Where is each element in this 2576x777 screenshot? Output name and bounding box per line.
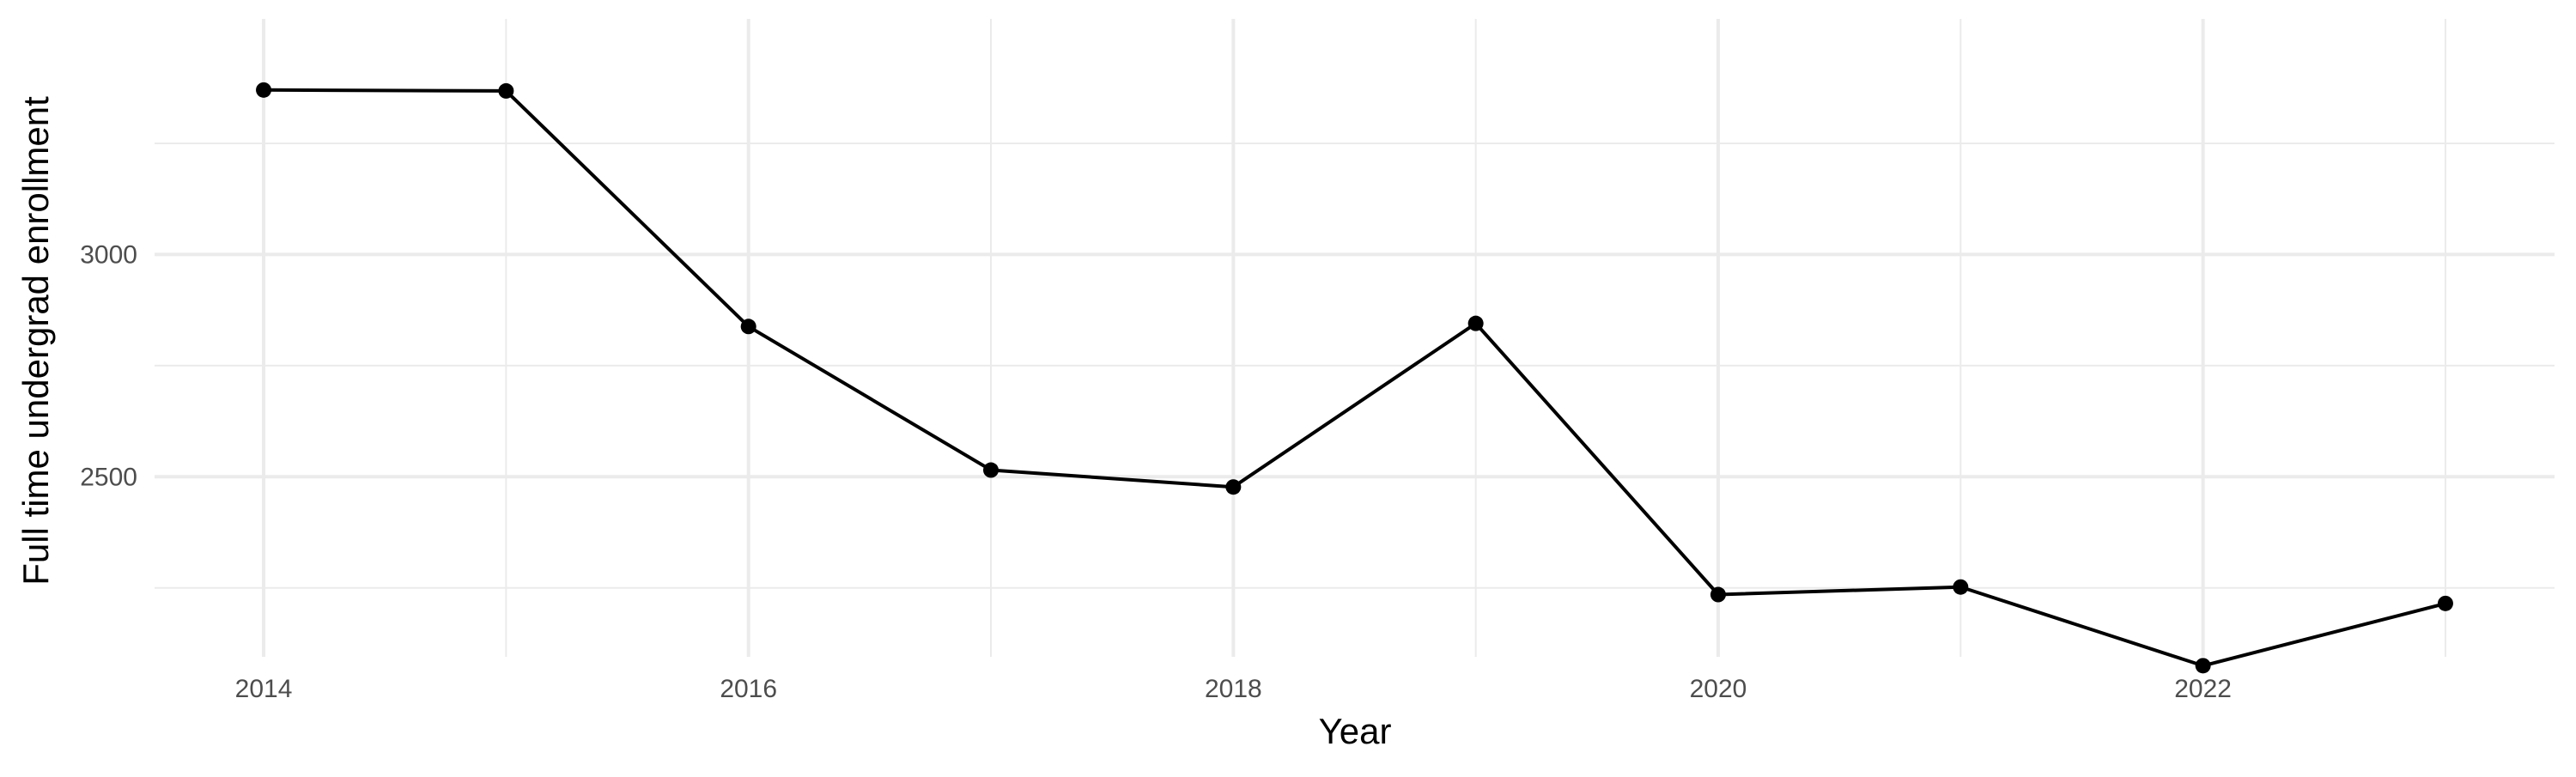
data-point <box>1710 586 1726 603</box>
x-axis-title: Year <box>1319 711 1392 751</box>
major-gridlines <box>155 19 2555 657</box>
data-point <box>256 82 272 98</box>
data-point <box>983 462 999 478</box>
data-point <box>2437 595 2453 611</box>
data-point <box>1467 315 1484 331</box>
y-tick-label: 3000 <box>80 240 137 269</box>
data-point <box>740 319 756 335</box>
data-point <box>1225 479 1242 495</box>
minor-gridlines <box>155 19 2555 657</box>
data-point <box>2195 658 2211 674</box>
x-tick-label: 2020 <box>1690 675 1747 703</box>
x-tick-label: 2018 <box>1205 675 1262 703</box>
data-point <box>1953 579 1969 595</box>
series-layer <box>256 82 2453 674</box>
x-tick-label: 2016 <box>720 675 777 703</box>
tick-labels: 2014 2016 2018 2020 2022 2500 3000 <box>80 240 2232 703</box>
series-line <box>263 88 2446 668</box>
data-point <box>498 82 514 99</box>
y-tick-label: 2500 <box>80 463 137 491</box>
x-tick-label: 2022 <box>2174 675 2232 703</box>
y-axis-title: Full time undergrad enrollment <box>15 96 56 586</box>
x-tick-label: 2014 <box>235 675 293 703</box>
